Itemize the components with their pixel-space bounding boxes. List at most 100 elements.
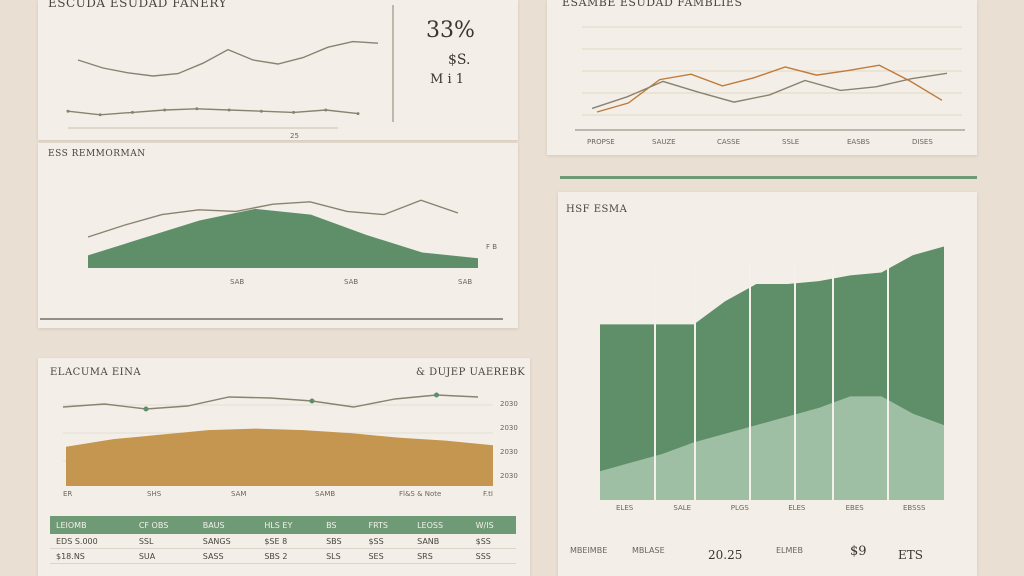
x-tick-label: EBES <box>845 504 864 512</box>
panel-top-right: ESAMBE ESUDAD FAMBLIES PROPSE SAUZE CASSE S… <box>547 0 977 155</box>
series-line <box>87 199 459 238</box>
table-cell: SBS <box>320 534 363 549</box>
area-chart <box>40 199 503 320</box>
data-point <box>434 392 439 398</box>
column-header: W/IS <box>469 516 516 534</box>
table-row: EDS S.000 SSL SANGS $SE 8 SBS $SS SANB $SS <box>50 534 516 549</box>
panel-title: HSF ESMA <box>566 204 628 215</box>
table-cell: SRS <box>411 548 470 564</box>
data-point <box>324 108 328 112</box>
panel-title: ESAMBE ESUDAD FAMBLIES <box>562 0 743 9</box>
panel-title: ESCUDA ESUDAD FANERY <box>48 0 227 10</box>
x-tick-label: PROPSE <box>587 138 615 146</box>
x-tick-label: ER <box>63 490 73 498</box>
data-point <box>309 398 315 404</box>
table-cell: SASS <box>196 548 259 564</box>
stat-label: MBLASE <box>632 546 665 555</box>
column-header: FRTS <box>362 516 412 534</box>
x-tick-label: ELES <box>616 504 634 512</box>
y-tick-label: 2030 <box>500 448 518 456</box>
x-tick-label: F.tI <box>483 490 493 498</box>
data-point <box>130 110 134 114</box>
column-header: CF OBS <box>132 516 197 534</box>
table-cell: SANB <box>411 534 470 549</box>
stat-label: MBEIMBE <box>570 546 608 555</box>
data-point <box>356 112 360 116</box>
line-chart <box>66 5 394 129</box>
table-cell: SBS 2 <box>258 548 321 564</box>
series-area <box>88 208 478 267</box>
x-tick-label: SAUZE <box>652 138 676 146</box>
data-point <box>163 108 167 112</box>
x-tick-label: SALE <box>673 504 692 512</box>
x-tick-label: SHS <box>147 490 162 498</box>
data-point <box>195 107 199 111</box>
series-line <box>77 40 379 77</box>
sub-stat: M i 1 <box>430 72 465 87</box>
series-line <box>591 72 948 110</box>
column-header: LEIOMB <box>50 516 133 534</box>
data-point <box>292 110 296 114</box>
x-tick-label: EASBS <box>847 138 870 146</box>
percent-stat: 33% <box>426 18 475 43</box>
table-cell: $SS <box>362 534 412 549</box>
table-cell: SSS <box>469 548 516 564</box>
panel-mid-left: ESS REMMORMAN SAB SAB SAB F B <box>38 143 518 328</box>
series-line <box>62 394 479 410</box>
area-chart <box>600 246 944 500</box>
column-header: HLS EY <box>258 516 321 534</box>
column-header: LEOSS <box>411 516 470 534</box>
x-tick-label: SAMB <box>315 490 336 498</box>
x-axis-end-label: F B <box>486 243 498 251</box>
table-cell: SANGS <box>196 534 259 549</box>
panel-bottom-right: HSF ESMA ELES SALE PLGS ELES EBES EBSSS MBEIM… <box>558 192 977 576</box>
data-point <box>66 109 70 113</box>
stat-label: ELMEB <box>776 546 803 555</box>
column-header: BAUS <box>196 516 259 534</box>
table-cell: SLS <box>320 548 363 564</box>
dollar-stat: $S. <box>448 52 471 68</box>
table-cell: SUA <box>132 548 197 564</box>
data-point <box>98 113 102 117</box>
stat-value: ETS <box>898 548 923 562</box>
data-point <box>259 109 263 113</box>
data-point <box>227 108 231 112</box>
table-row: $18.NS SUA SASS SBS 2 SLS SES SRS SSS <box>50 548 516 564</box>
x-tick: 25 <box>290 132 299 140</box>
series-area <box>600 396 944 500</box>
x-tick-label: DISES <box>912 138 933 146</box>
panel-title: ELACUMA EINA <box>50 367 142 378</box>
data-table: LEIOMB CF OBS BAUS HLS EY BS FRTS LEOSS W/IS ED… <box>50 516 516 564</box>
table-cell: SES <box>362 548 412 564</box>
x-tick-label: Fl&S & Note <box>399 490 442 498</box>
panel-bottom-left: ELACUMA EINA & DUJEP UAEREBK 2030 2030 203… <box>38 358 530 576</box>
series-line <box>67 108 359 116</box>
panel-top-left: ESCUDA ESUDAD FANERY 25 33% $S. M i 1 <box>38 0 518 140</box>
table-cell: $18.NS <box>50 548 133 564</box>
x-tick-label: SSLE <box>782 138 800 146</box>
x-tick-label: EBSSS <box>903 504 926 512</box>
x-tick-label: CASSE <box>717 138 740 146</box>
area-chart <box>62 392 493 486</box>
y-tick-label: 2030 <box>500 424 518 432</box>
stat-value: $9 <box>850 544 867 559</box>
panel-title: ESS REMMORMAN <box>48 149 146 159</box>
series-area <box>66 428 493 486</box>
divider <box>560 176 977 179</box>
table-cell: $SE 8 <box>258 534 321 549</box>
panel-title-right: & DUJEP UAEREBK <box>416 367 526 378</box>
x-tick-label: SAB <box>230 278 245 286</box>
y-tick-label: 2030 <box>500 472 518 480</box>
x-tick-label: SAM <box>231 490 247 498</box>
x-tick-label: ELES <box>788 504 806 512</box>
table-cell: EDS S.000 <box>50 534 133 549</box>
stat-value: 20.25 <box>708 548 743 562</box>
line-chart <box>575 26 965 131</box>
x-tick-label: SAB <box>458 278 473 286</box>
data-point <box>143 406 149 412</box>
table-cell: $SS <box>469 534 516 549</box>
series-line <box>596 64 943 113</box>
y-tick-label: 2030 <box>500 400 518 408</box>
x-tick-label: PLGS <box>730 504 749 512</box>
x-tick-label: SAB <box>344 278 359 286</box>
